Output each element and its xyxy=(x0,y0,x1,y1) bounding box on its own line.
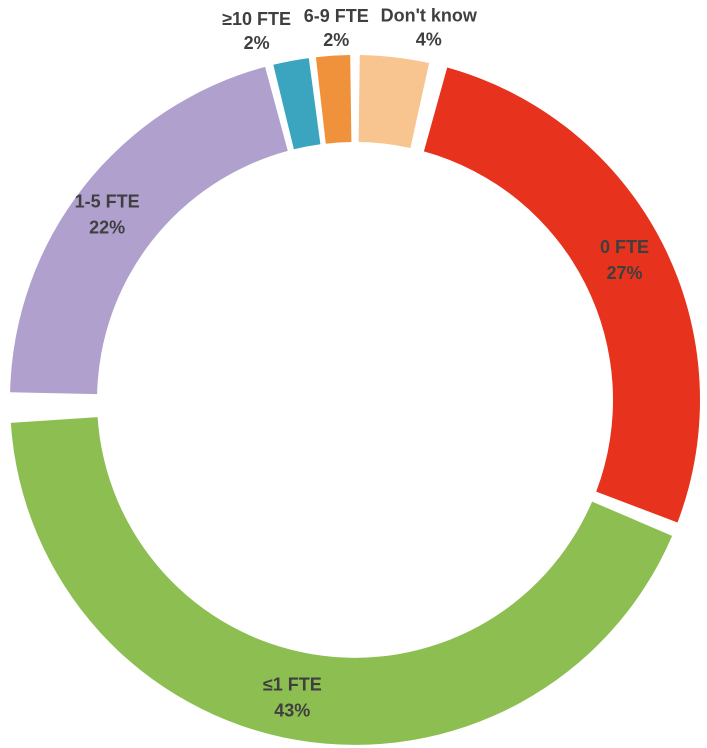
slice-pct-6-9-fte: 2% xyxy=(323,30,349,50)
slice-label-lte-1-fte: ≤1 FTE xyxy=(263,675,322,695)
slice-pct-gte-10-fte: 2% xyxy=(244,33,270,53)
donut-slice-0-fte xyxy=(423,67,700,523)
slice-label-6-9-fte: 6-9 FTE xyxy=(304,6,369,26)
donut-slice-lte-1-fte xyxy=(10,417,673,745)
slice-pct-1-5-fte: 22% xyxy=(89,217,125,237)
donut-slice-6-9-fte xyxy=(315,55,352,144)
donut-slice-gte-10-fte xyxy=(273,58,321,150)
slice-pct-lte-1-fte: 43% xyxy=(274,701,310,721)
donut-slice-1-5-fte xyxy=(10,66,288,395)
slice-label-dont-know: Don't know xyxy=(381,6,478,26)
slice-pct-dont-know: 4% xyxy=(416,30,442,50)
slice-label-1-5-fte: 1-5 FTE xyxy=(75,191,140,211)
donut-slice-dont-know xyxy=(358,55,430,148)
slice-pct-0-fte: 27% xyxy=(606,263,642,283)
slice-label-gte-10-fte: ≥10 FTE xyxy=(222,9,291,29)
slice-label-0-fte: 0 FTE xyxy=(600,237,649,257)
